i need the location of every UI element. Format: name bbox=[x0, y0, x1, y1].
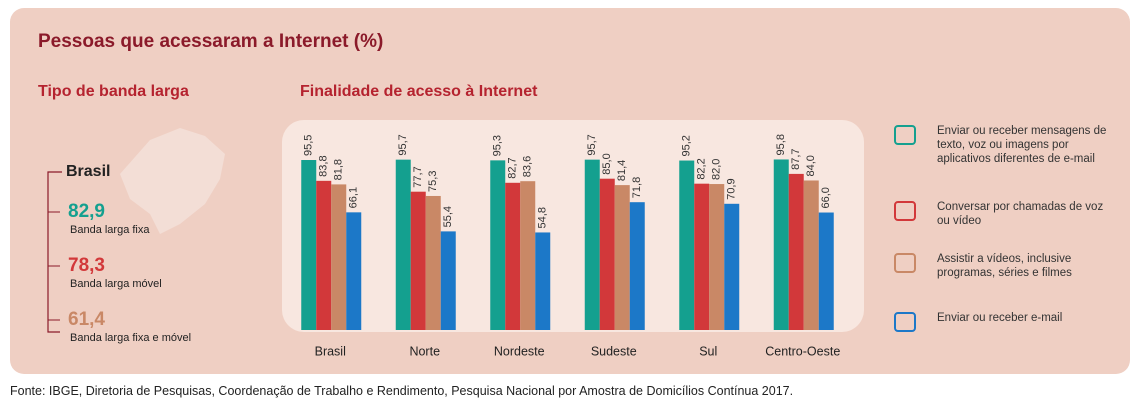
bracket bbox=[47, 171, 62, 333]
value-label: 83,8 bbox=[318, 155, 330, 176]
value-label: 84,0 bbox=[805, 155, 817, 176]
stat-value: 82,9 bbox=[68, 201, 105, 222]
legend-label: Assistir a vídeos, inclusive programas, … bbox=[937, 253, 1072, 279]
bar bbox=[629, 202, 645, 330]
value-label: 82,2 bbox=[696, 158, 708, 179]
legend-icon bbox=[894, 125, 916, 145]
bar bbox=[490, 160, 506, 330]
stat-value: 78,3 bbox=[68, 255, 105, 276]
x-tick-label: Sudeste bbox=[591, 344, 637, 358]
title: Pessoas que acessaram a Internet (%) bbox=[38, 31, 383, 52]
value-label: 70,9 bbox=[726, 178, 738, 199]
bar bbox=[724, 203, 740, 330]
source: Fonte: IBGE, Diretoria de Pesquisas, Coo… bbox=[10, 384, 794, 398]
x-tick-label: Centro-Oeste bbox=[765, 344, 840, 358]
bar bbox=[709, 184, 725, 330]
value-label: 95,2 bbox=[681, 135, 693, 156]
value-label: 83,6 bbox=[522, 156, 534, 177]
bar bbox=[614, 185, 630, 330]
value-label: 66,0 bbox=[820, 187, 832, 208]
bar bbox=[346, 212, 362, 330]
bar bbox=[395, 159, 411, 330]
bar bbox=[316, 180, 332, 330]
bar bbox=[584, 159, 600, 330]
legend-icon bbox=[894, 201, 916, 221]
bar bbox=[818, 212, 834, 330]
value-label: 81,4 bbox=[616, 160, 628, 181]
left-subtitle: Tipo de banda larga bbox=[38, 83, 189, 100]
value-label: 85,0 bbox=[601, 153, 613, 174]
bar bbox=[440, 231, 456, 330]
x-tick-label: Brasil bbox=[315, 344, 346, 358]
value-label: 87,7 bbox=[790, 148, 802, 169]
value-label: 95,7 bbox=[397, 134, 409, 155]
value-label: 95,8 bbox=[775, 134, 787, 155]
map bbox=[120, 128, 225, 234]
bar bbox=[803, 180, 819, 330]
bar bbox=[410, 191, 426, 330]
bar bbox=[535, 232, 551, 330]
value-label: 82,0 bbox=[711, 159, 723, 180]
legend-label: Conversar por chamadas de voz ou vídeo bbox=[937, 201, 1104, 227]
value-label: 95,5 bbox=[303, 135, 315, 156]
legend-icon bbox=[894, 312, 916, 332]
x-tick-label: Nordeste bbox=[494, 344, 545, 358]
legend-label: Enviar ou receber e-mail bbox=[937, 312, 1063, 324]
value-label: 81,8 bbox=[333, 159, 345, 180]
value-label: 75,3 bbox=[427, 171, 439, 192]
bar bbox=[505, 182, 521, 330]
bar bbox=[773, 159, 789, 330]
stat-label: Banda larga fixa bbox=[70, 224, 150, 236]
value-label: 66,1 bbox=[348, 187, 360, 208]
region: Brasil bbox=[66, 163, 110, 180]
x-tick-label: Norte bbox=[409, 344, 440, 358]
x-tick-label: Sul bbox=[699, 344, 717, 358]
value-label: 82,7 bbox=[507, 157, 519, 178]
stat-value: 61,4 bbox=[68, 309, 105, 330]
bar bbox=[301, 160, 317, 330]
value-label: 55,4 bbox=[442, 206, 454, 227]
bar bbox=[679, 160, 695, 330]
bar bbox=[694, 183, 710, 330]
value-label: 77,7 bbox=[412, 166, 424, 187]
legend-label: Enviar ou receber mensagens de texto, vo… bbox=[937, 125, 1107, 165]
stat-label: Banda larga fixa e móvel bbox=[70, 332, 191, 344]
value-label: 54,8 bbox=[537, 207, 549, 228]
bar bbox=[599, 178, 615, 330]
value-label: 95,3 bbox=[492, 135, 504, 156]
chart-subtitle: Finalidade de acesso à Internet bbox=[300, 83, 538, 100]
bar bbox=[520, 181, 536, 330]
value-label: 95,7 bbox=[586, 134, 598, 155]
bar bbox=[788, 173, 804, 330]
bar bbox=[331, 184, 347, 330]
value-label: 71,8 bbox=[631, 177, 643, 198]
bar bbox=[425, 195, 441, 330]
legend-icon bbox=[894, 253, 916, 273]
stat-label: Banda larga móvel bbox=[70, 278, 162, 290]
